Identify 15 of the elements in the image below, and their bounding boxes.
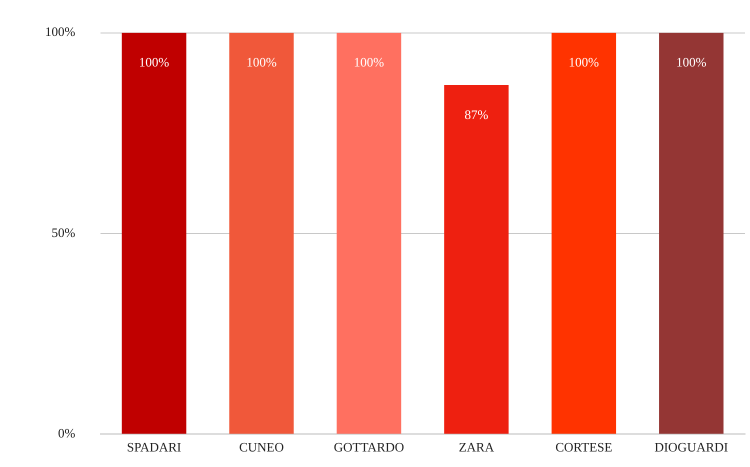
x-tick-label: CORTESE — [555, 439, 612, 454]
x-tick-label: ZARA — [458, 439, 495, 454]
data-label: 87% — [464, 106, 488, 122]
x-tick-label: DIOGUARDI — [654, 439, 728, 454]
data-label: 100% — [138, 54, 170, 70]
x-tick-label: SPADARI — [126, 439, 182, 454]
data-label: 100% — [676, 54, 707, 70]
x-tick-label: CUNEO — [239, 439, 284, 454]
x-tick-label: GOTTARDO — [334, 439, 404, 454]
y-tick-label: 100% — [44, 24, 76, 40]
data-label: 100% — [246, 54, 277, 70]
y-tick-label: 50% — [51, 224, 76, 240]
data-label: 100% — [354, 54, 384, 70]
data-label: 100% — [568, 54, 600, 70]
y-tick-label: 0% — [58, 426, 76, 441]
